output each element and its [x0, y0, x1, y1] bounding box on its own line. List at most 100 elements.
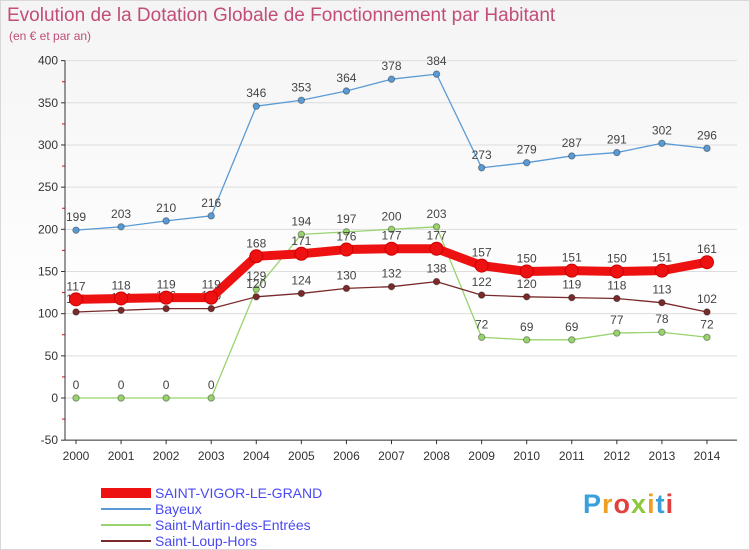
data-label: 0 [118, 378, 125, 392]
data-label: 296 [697, 128, 717, 142]
data-label: 72 [475, 317, 489, 331]
y-tick-label: -50 [41, 433, 59, 447]
data-label: 273 [472, 148, 492, 162]
data-label: 102 [697, 292, 717, 306]
data-point [658, 139, 666, 147]
data-label: 78 [655, 312, 669, 326]
legend-swatch [101, 488, 151, 498]
data-label: 77 [610, 313, 624, 327]
x-tick-label: 2008 [423, 449, 450, 463]
data-point [117, 394, 125, 402]
data-label: 119 [562, 278, 581, 292]
data-point [387, 282, 396, 291]
data-label: 119 [202, 278, 221, 292]
data-point [159, 290, 174, 305]
data-point [432, 277, 441, 286]
data-point [117, 306, 125, 314]
data-point [477, 291, 486, 299]
data-label: 151 [562, 251, 582, 265]
data-point [613, 329, 621, 337]
data-label: 279 [517, 143, 537, 157]
data-label: 161 [697, 242, 717, 256]
data-label: 117 [66, 279, 85, 293]
x-tick-label: 2004 [243, 449, 270, 463]
data-label: 364 [336, 71, 356, 85]
x-tick-label: 2011 [559, 449, 585, 463]
data-label: 384 [427, 54, 447, 68]
data-point [703, 144, 711, 153]
data-point [523, 293, 531, 301]
data-label: 150 [607, 251, 627, 265]
data-label: 138 [427, 262, 447, 276]
data-point [342, 228, 351, 236]
data-point [568, 293, 576, 302]
data-point [432, 223, 441, 231]
y-tick-label: 250 [38, 180, 58, 194]
data-label: 118 [111, 278, 130, 292]
data-point [114, 291, 129, 306]
y-tick-label: 300 [38, 138, 58, 152]
legend-swatch [101, 508, 151, 510]
y-tick-label: 150 [38, 264, 58, 278]
data-label: 132 [381, 267, 401, 281]
x-tick-label: 2007 [378, 449, 405, 463]
data-label: 287 [562, 136, 582, 150]
x-tick-label: 2000 [63, 449, 90, 463]
data-point [294, 246, 309, 261]
data-point [613, 148, 621, 157]
data-point [568, 152, 576, 160]
data-point [207, 304, 215, 313]
data-label: 200 [381, 209, 401, 223]
data-label: 129 [246, 269, 266, 283]
data-point [703, 333, 711, 341]
data-point [387, 225, 396, 234]
data-label: 119 [157, 278, 176, 292]
data-label: 157 [472, 246, 492, 260]
x-tick-label: 2003 [198, 449, 225, 463]
data-label: 203 [111, 207, 131, 221]
data-point [72, 394, 80, 402]
data-point [297, 96, 306, 104]
data-point [207, 394, 215, 402]
data-label: 69 [520, 320, 534, 334]
data-label: 171 [291, 234, 311, 248]
data-point [523, 158, 531, 167]
data-label: 210 [156, 201, 176, 215]
x-tick-label: 2012 [603, 449, 630, 463]
data-label: 346 [246, 86, 266, 100]
data-point [339, 242, 354, 257]
data-label: 130 [336, 268, 356, 282]
data-point [699, 255, 714, 270]
data-label: 203 [427, 207, 447, 221]
x-tick-label: 2001 [108, 449, 135, 463]
data-point [249, 249, 264, 264]
x-tick-label: 2005 [288, 449, 315, 463]
data-label: 0 [73, 378, 80, 392]
data-label: 69 [565, 320, 579, 334]
data-label: 216 [201, 196, 221, 210]
data-label: 72 [700, 317, 714, 331]
data-label: 194 [291, 214, 311, 228]
data-label: 151 [652, 251, 672, 265]
y-tick-label: 400 [38, 54, 58, 68]
legend-label: Bayeux [155, 501, 202, 517]
data-point [252, 285, 260, 293]
legend-label: SAINT-VIGOR-LE-GRAND [155, 485, 323, 501]
data-point [432, 70, 441, 78]
data-point [474, 258, 489, 273]
data-label: 150 [517, 251, 537, 265]
data-label: 0 [208, 378, 215, 392]
proxiti-logo: Proxiti [583, 489, 675, 519]
legend-label: Saint-Loup-Hors [155, 533, 257, 549]
legend-label: Saint-Martin-des-Entrées [155, 517, 311, 533]
y-tick-label: 200 [38, 222, 58, 236]
data-point [162, 217, 170, 225]
y-tick-label: 50 [45, 349, 59, 363]
data-label: 120 [517, 277, 537, 291]
data-point [519, 264, 534, 279]
data-point [204, 290, 219, 305]
data-point [384, 241, 399, 256]
data-label: 177 [427, 229, 447, 243]
data-point [654, 263, 669, 278]
